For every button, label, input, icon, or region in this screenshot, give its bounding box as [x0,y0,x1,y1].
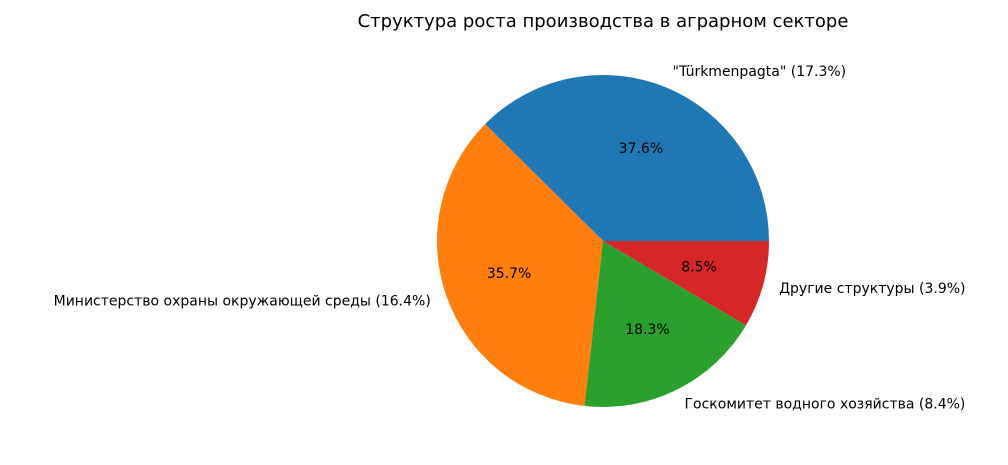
slice-category-label: Госкомитет водного хозяйства (8.4%) [685,396,966,412]
slice-percent-label: 8.5% [681,259,717,275]
chart-title: Структура роста производства в аграрном … [358,11,849,32]
slice-percent-label: 18.3% [625,322,669,338]
pie-slice [584,241,746,407]
pie-slices [436,74,769,407]
slice-category-label: Другие структуры (3.9%) [779,281,965,297]
percent-labels: 37.6% 35.7% 18.3% 8.5% [487,141,717,338]
pie-slice [485,74,769,241]
slice-percent-label: 37.6% [619,141,663,157]
slice-category-label: Министерство охраны окружающей среды (16… [54,294,431,310]
slice-category-label: "Türkmenpagta" (17.3%) [673,64,847,80]
slice-percent-label: 35.7% [487,266,531,282]
pie-slice [603,241,769,326]
pie-slice [436,124,603,406]
category-labels: "Türkmenpagta" (17.3%) Министерство охран… [54,64,966,412]
